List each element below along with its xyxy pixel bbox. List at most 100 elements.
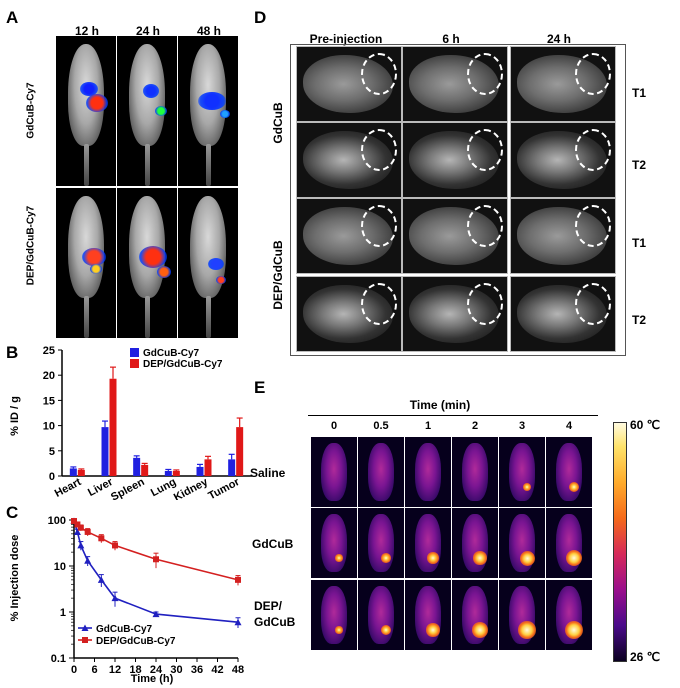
chart-b-ytick-label: 5	[49, 446, 55, 458]
chart-c-point	[152, 610, 160, 618]
chart-b-ytick-label: 10	[43, 421, 55, 433]
tumor-heat-spot	[568, 481, 580, 493]
chart-c-legend-label: GdCuB-Cy7	[96, 624, 153, 635]
panel-e-time-line	[308, 415, 598, 416]
panel-e-row-gdcub: GdCuB	[252, 537, 294, 551]
mri-slice-image	[296, 46, 402, 122]
chart-b-category-label: Spleen	[109, 476, 147, 500]
panel-d-col-pre: Pre-injection	[309, 32, 383, 46]
chart-b-bar	[69, 468, 77, 476]
thermal-image	[358, 437, 404, 507]
fluorescence-signal	[82, 248, 106, 266]
chart-b-bar	[204, 459, 212, 476]
fluorescence-signal	[90, 264, 102, 274]
mouse-thermal-body	[321, 443, 347, 501]
panel-d-frame	[290, 44, 626, 356]
chart-b-legend-swatch	[130, 359, 139, 368]
mri-slice-image	[510, 46, 616, 122]
mouse-thermal-body	[556, 443, 582, 501]
chart-b-category-label: Tumor	[206, 476, 242, 500]
tumor-circle	[467, 53, 503, 95]
panel-e-time-label: 0.5	[373, 420, 389, 432]
panel-a-col-48h: 48 h	[196, 24, 221, 38]
mouse-fluorescence-image	[56, 36, 116, 186]
thermal-image	[311, 580, 357, 650]
chart-b-category-label: Heart	[53, 476, 84, 500]
chart-b-bar	[164, 470, 172, 476]
mri-slice-image	[296, 198, 402, 274]
tumor-circle	[361, 283, 397, 325]
panel-e-time-title: Time (min)	[409, 398, 471, 412]
mouse-fluorescence-image	[117, 36, 177, 186]
panel-d-col-24h: 24 h	[546, 32, 571, 46]
fluorescence-signal	[220, 110, 230, 118]
chart-b-bar	[141, 464, 149, 476]
chart-b-legend-label: GdCuB-Cy7	[143, 348, 200, 359]
panel-d-col-6h: 6 h	[442, 32, 460, 46]
fluorescence-signal	[155, 106, 167, 116]
fluorescence-signal	[198, 92, 226, 110]
chart-c-point	[84, 557, 92, 564]
tumor-circle	[467, 205, 503, 247]
chart-c-legend-marker	[81, 624, 89, 631]
tumor-heat-spot	[565, 621, 583, 639]
tumor-circle	[575, 129, 611, 171]
chart-c-legend-label: DEP/GdCuB-Cy7	[96, 636, 176, 647]
chart-b-bar	[196, 466, 204, 476]
chart-c-xtick-label: 18	[129, 664, 141, 676]
tumor-circle	[575, 205, 611, 247]
mri-slice-image	[402, 276, 508, 352]
chart-b-bar	[133, 457, 141, 476]
mouse-tail	[84, 296, 89, 338]
thermal-image	[499, 508, 545, 578]
chart-c-point	[153, 556, 159, 563]
fluorescence-signal	[139, 246, 167, 268]
chart-c-ytick-label: 10	[54, 561, 66, 573]
chart-c: 0.1 1 10 100 0 6 12 18 24 30 36 42 48 GdCuB-Cy7DEP/Gd…	[9, 515, 244, 685]
panel-d-group-gdcub: GdCuB	[271, 102, 285, 144]
chart-b-bar	[228, 459, 236, 476]
panel-a-col-12h: 12 h	[74, 24, 99, 38]
mri-slice-image	[510, 198, 616, 274]
chart-b-bar	[77, 469, 85, 476]
chart-c-point	[112, 542, 118, 549]
chart-c-xtick-label: 12	[109, 664, 121, 676]
tumor-circle	[361, 205, 397, 247]
mouse-fluorescence-image	[56, 188, 116, 338]
thermal-image	[546, 508, 592, 578]
fluorescence-signal	[208, 258, 224, 270]
chart-c-xtick-label: 30	[170, 664, 182, 676]
panel-d-label: D	[254, 8, 267, 27]
panel-e-time-label: 1	[424, 420, 432, 432]
mouse-body	[68, 196, 106, 298]
chart-c-ytick-label: 0.1	[51, 653, 66, 665]
chart-c-point	[97, 576, 105, 583]
panel-c-label: C	[6, 503, 19, 522]
panel-a-col-24h: 24 h	[135, 24, 160, 38]
panel-d-group-dep: DEP/GdCuB	[271, 240, 285, 310]
tumor-heat-spot	[473, 551, 487, 565]
tumor-heat-spot	[380, 624, 392, 636]
panel-e-label: E	[254, 378, 266, 397]
thermal-image	[358, 580, 404, 650]
panel-e-colorbar-min: 26 ℃	[630, 650, 661, 664]
chart-c-ytick-label: 100	[48, 515, 66, 527]
thermal-image	[405, 580, 451, 650]
mouse-thermal-body	[462, 443, 488, 501]
fluorescence-signal	[143, 84, 159, 98]
mri-slice-image	[510, 276, 616, 352]
mri-slice-image	[402, 122, 508, 198]
mouse-tail	[206, 296, 211, 338]
chart-c-xtick-label: 36	[191, 664, 203, 676]
thermal-image	[452, 508, 498, 578]
fluorescence-signal	[86, 94, 108, 112]
chart-b-bar	[109, 378, 117, 476]
tumor-heat-spot	[426, 623, 440, 637]
tumor-heat-spot	[518, 621, 536, 639]
chart-c-point	[234, 618, 242, 626]
chart-c-xtick-label: 48	[232, 664, 244, 676]
chart-b-category-label: Kidney	[172, 476, 211, 500]
mri-slice-image	[510, 122, 616, 198]
chart-b-ylabel: % ID / g	[9, 396, 21, 436]
